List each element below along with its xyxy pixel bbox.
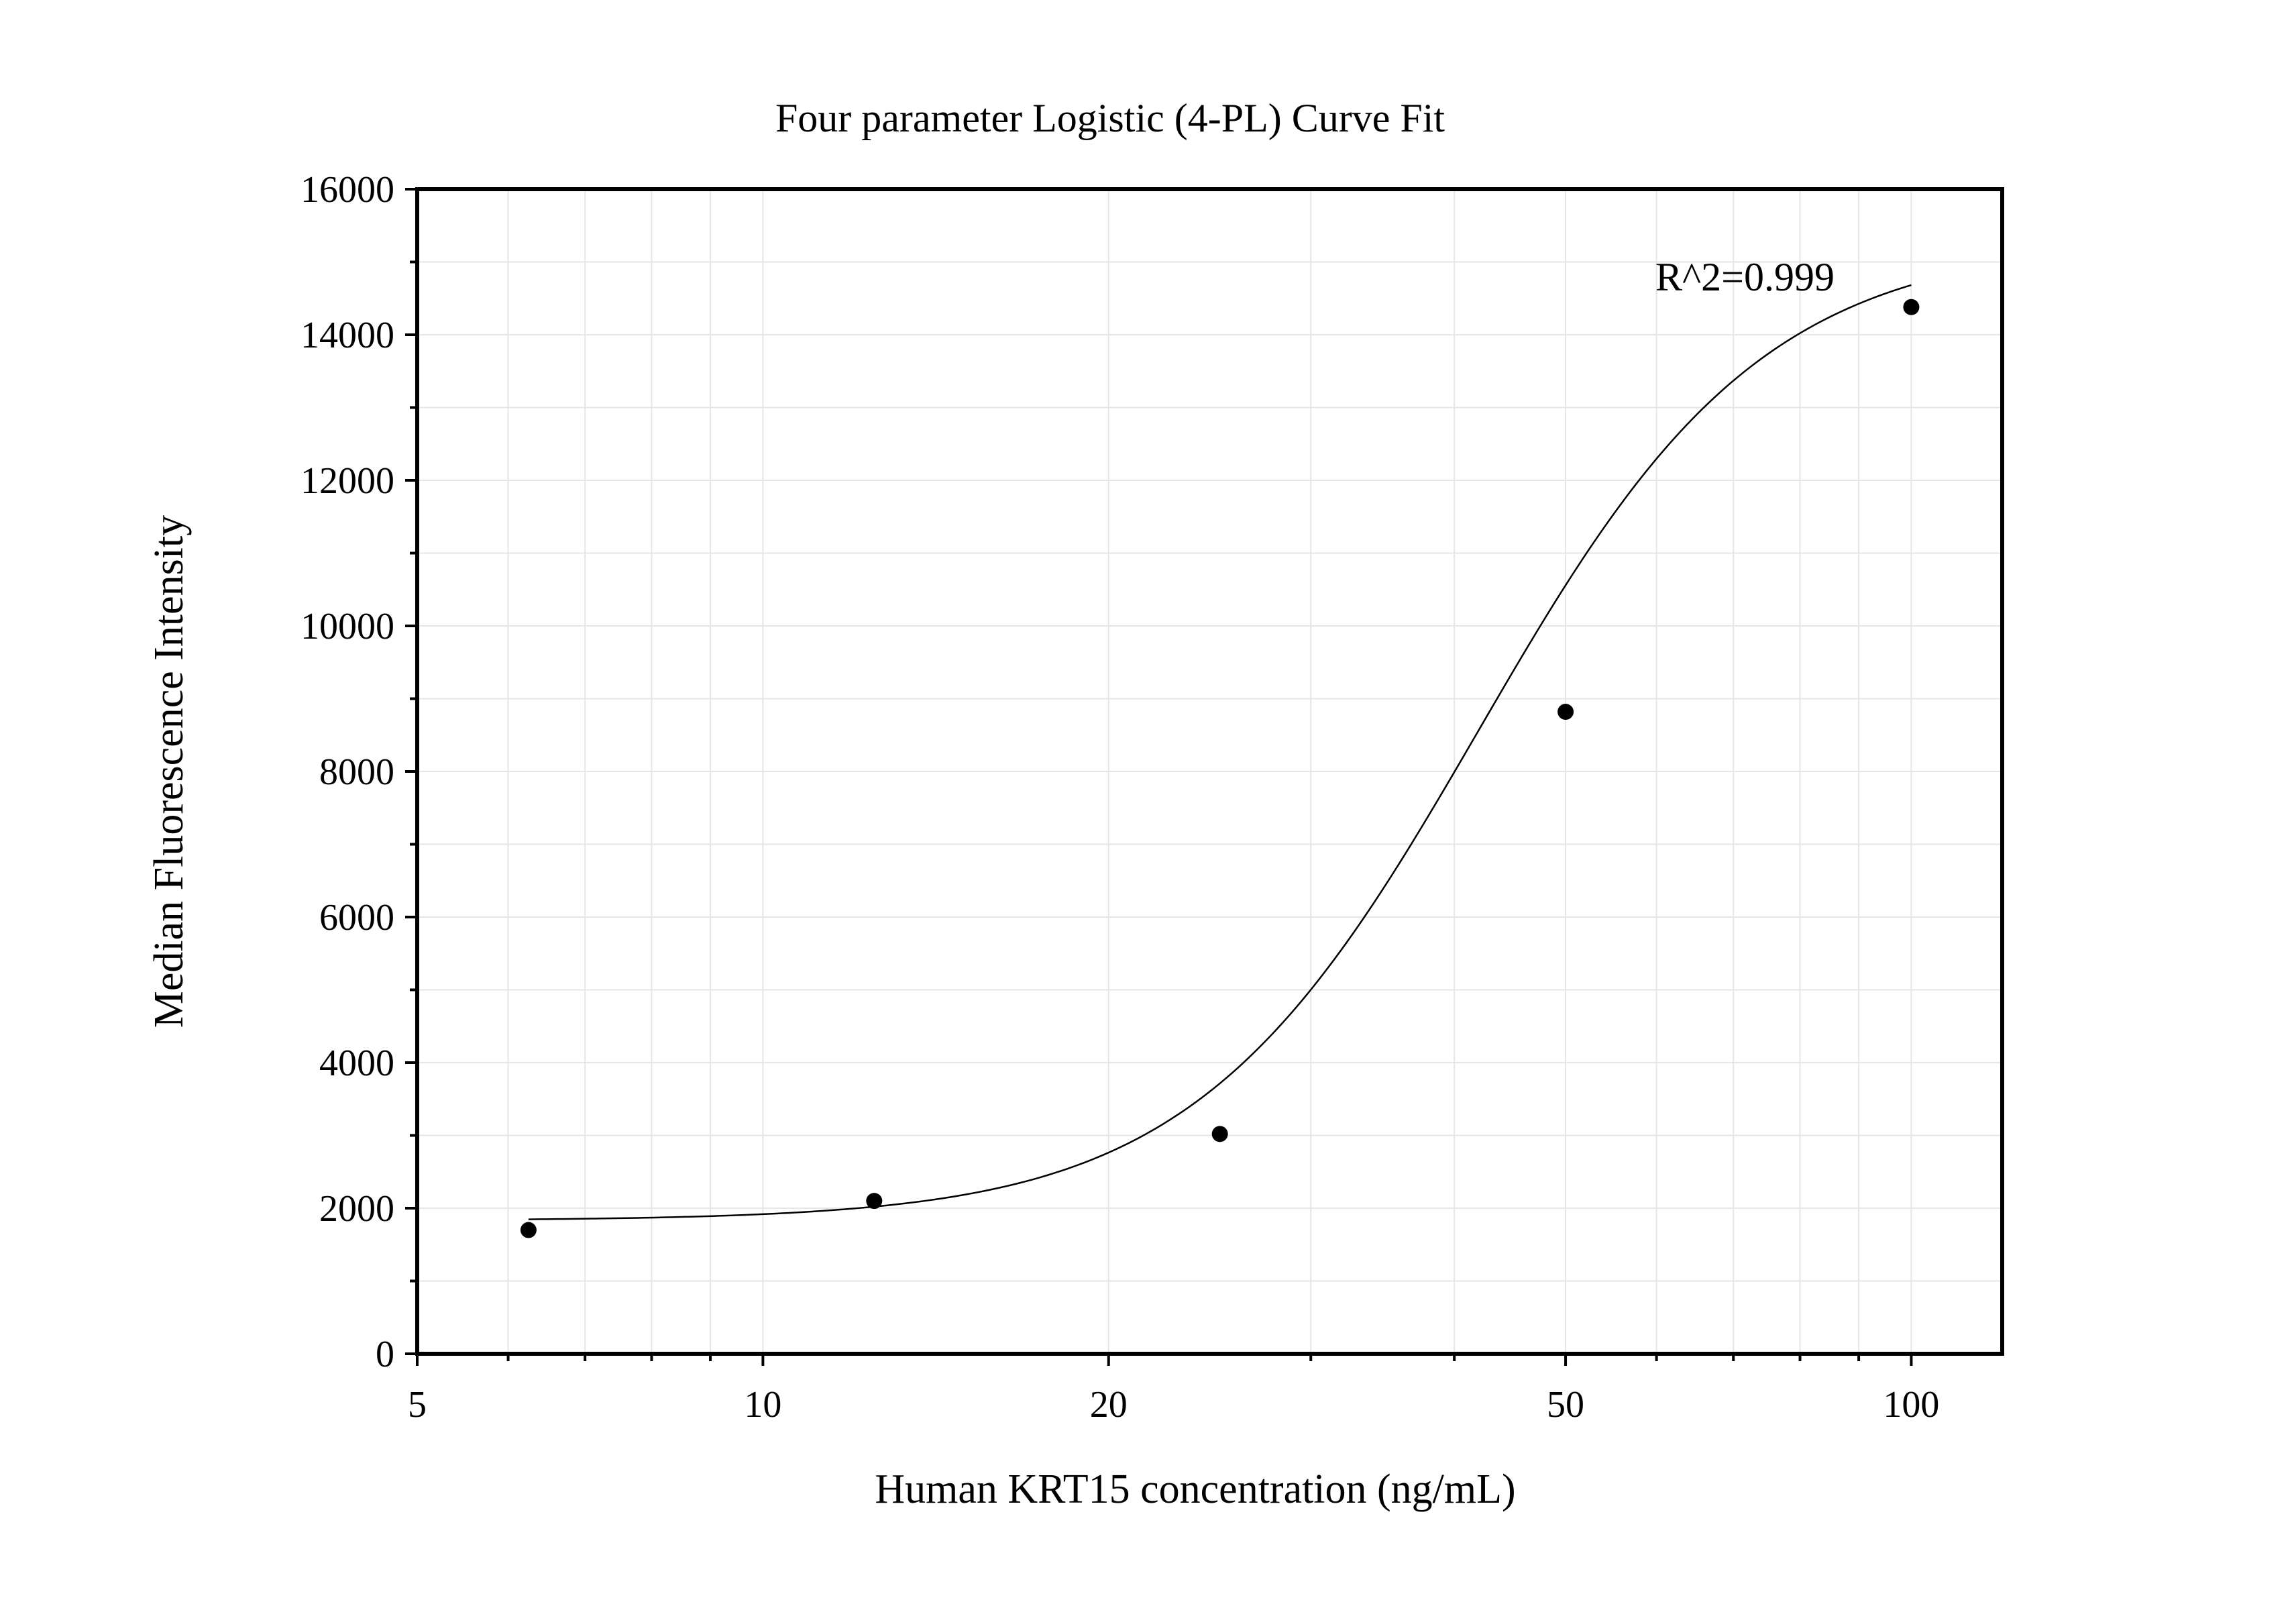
x-tick-label: 5 bbox=[408, 1384, 427, 1426]
data-point bbox=[1211, 1126, 1228, 1142]
chart-title: Four parameter Logistic (4-PL) Curve Fit bbox=[775, 96, 1445, 140]
x-axis-label: Human KRT15 concentration (ng/mL) bbox=[875, 1466, 1515, 1512]
y-tick-label: 10000 bbox=[300, 606, 394, 647]
grid bbox=[417, 189, 2002, 1354]
data-point bbox=[1557, 704, 1574, 720]
plot-frame bbox=[415, 187, 2004, 1356]
y-tick-label: 16000 bbox=[300, 169, 394, 211]
data-points bbox=[520, 299, 1920, 1238]
x-tick-label: 100 bbox=[1883, 1384, 1939, 1426]
data-point bbox=[1903, 299, 1920, 315]
y-tick-label: 8000 bbox=[319, 751, 394, 793]
x-tick-label: 50 bbox=[1547, 1384, 1584, 1426]
y-tick-label: 14000 bbox=[300, 315, 394, 356]
y-tick-label: 0 bbox=[376, 1334, 394, 1375]
fit-curve-layer bbox=[528, 284, 1912, 1220]
r-squared-annotation: R^2=0.999 bbox=[1655, 255, 1835, 299]
data-point bbox=[520, 1222, 537, 1238]
y-tick-label: 2000 bbox=[319, 1188, 394, 1230]
y-tick-label: 12000 bbox=[300, 460, 394, 502]
y-axis-label: Median Fluorescence Intensity bbox=[146, 515, 192, 1028]
y-tick-label: 6000 bbox=[319, 897, 394, 939]
tick-labels: 5 10 20 50 100 0 2000 4000 6000 8000 10000 12000 140… bbox=[300, 169, 1939, 1426]
fit-curve bbox=[528, 284, 1912, 1220]
x-tick-label: 10 bbox=[744, 1384, 781, 1426]
y-tick-label: 4000 bbox=[319, 1042, 394, 1084]
data-point bbox=[866, 1193, 883, 1210]
x-tick-label: 20 bbox=[1090, 1384, 1128, 1426]
